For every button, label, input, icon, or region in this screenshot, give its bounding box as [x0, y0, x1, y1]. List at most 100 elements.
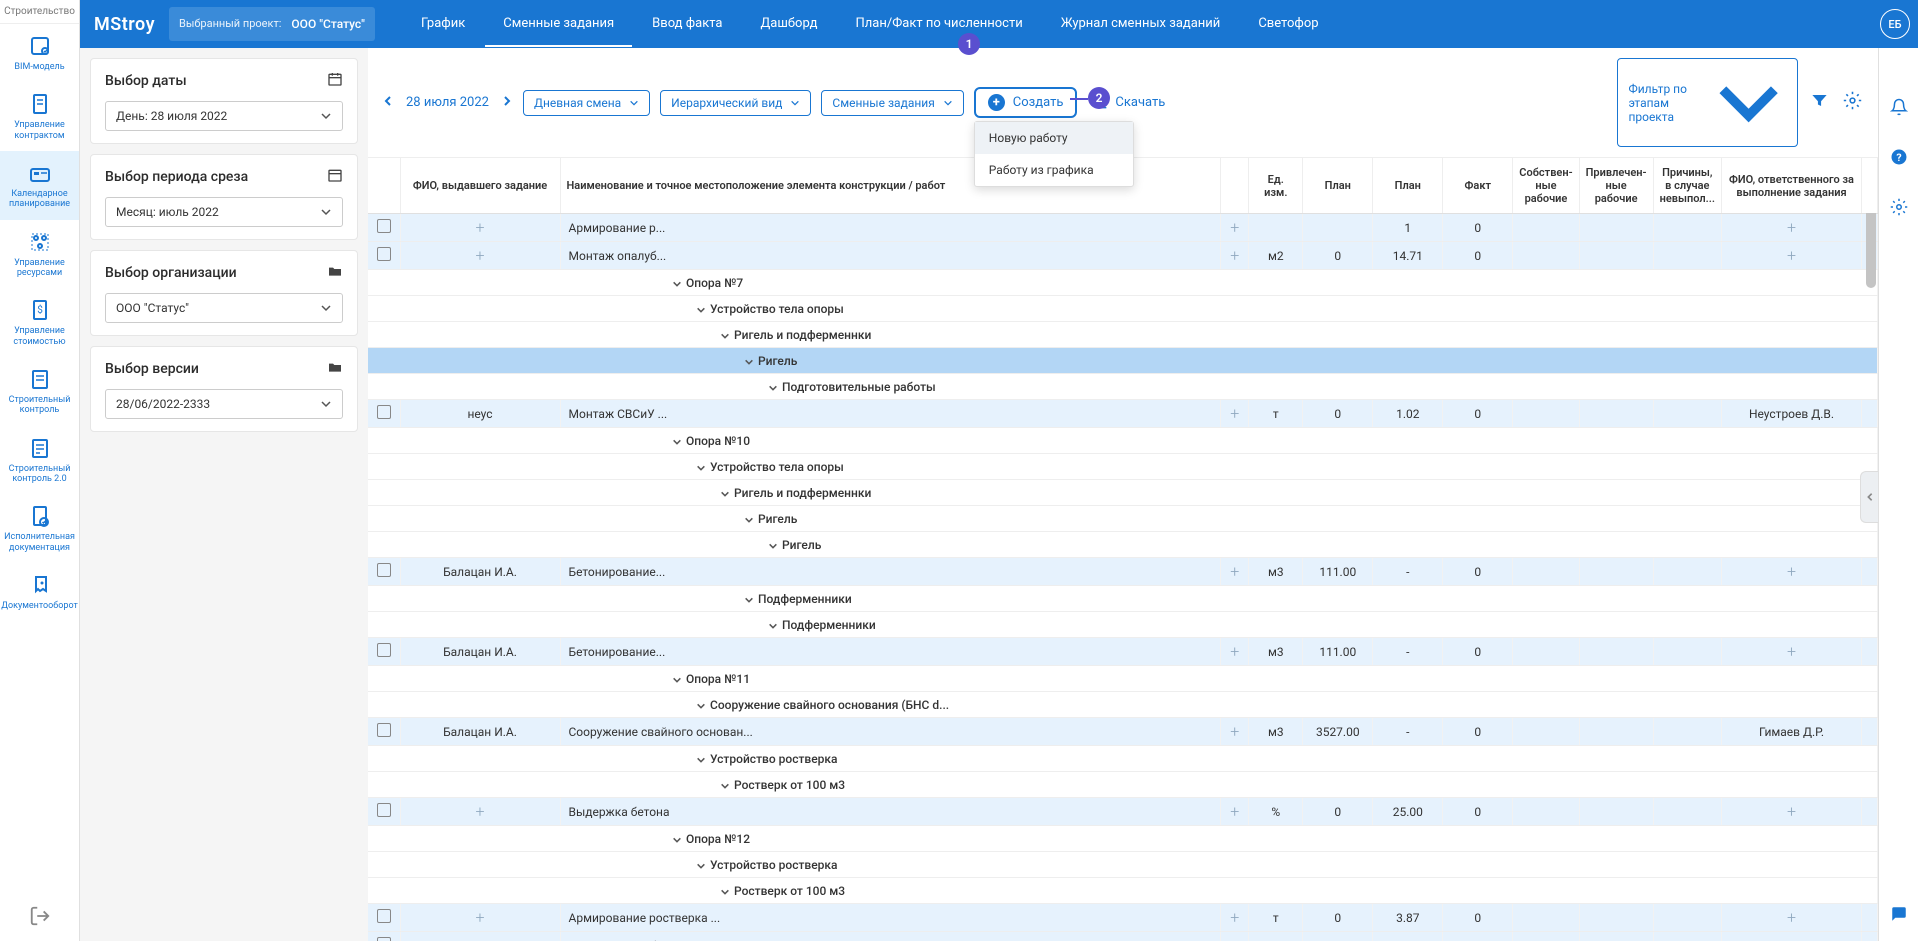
- task-row[interactable]: Балацан И.А. Сооружение свайного основан…: [368, 718, 1878, 746]
- sidebar-item-doc[interactable]: Управление контрактом: [0, 82, 79, 151]
- add-resp-icon[interactable]: +: [1787, 246, 1796, 265]
- add-icon[interactable]: +: [1230, 936, 1239, 941]
- add-icon[interactable]: +: [1230, 642, 1239, 661]
- settings-icon[interactable]: [1841, 89, 1864, 116]
- row-checkbox[interactable]: [377, 643, 391, 657]
- task-row[interactable]: + Монтаж опалубки с раскр... + м2 0 31.2…: [368, 932, 1878, 941]
- group-row[interactable]: Устройство ростверка: [368, 852, 1878, 878]
- task-row[interactable]: + Армирование ростверка ... + т 0 3.87 0…: [368, 904, 1878, 932]
- task-row[interactable]: + Монтаж опалуб... + м2 0 14.71 0 +: [368, 242, 1878, 270]
- vertical-scrollbar[interactable]: [1864, 208, 1878, 468]
- filter-org-select[interactable]: ООО "Статус": [105, 293, 343, 323]
- user-avatar[interactable]: ЕБ: [1880, 9, 1910, 39]
- group-row[interactable]: Опора №7: [368, 270, 1878, 296]
- row-checkbox[interactable]: [377, 803, 391, 817]
- task-row[interactable]: + Выдержка бетона + % 0 25.00 0 +: [368, 798, 1878, 826]
- add-resp-icon[interactable]: +: [1787, 936, 1796, 941]
- topnav-item[interactable]: Светофор: [1240, 2, 1336, 47]
- date-prev-button[interactable]: [382, 95, 394, 111]
- task-row[interactable]: неус Монтаж СВСиУ ... + т 0 1.02 0 Неуст…: [368, 400, 1878, 428]
- row-checkbox[interactable]: [377, 723, 391, 737]
- add-resp-icon[interactable]: +: [1787, 802, 1796, 821]
- group-row[interactable]: Опора №11: [368, 666, 1878, 692]
- help-icon[interactable]: ?: [1890, 148, 1908, 170]
- add-icon[interactable]: +: [1230, 722, 1239, 741]
- add-fio-icon[interactable]: +: [475, 218, 484, 237]
- create-button[interactable]: + Создать: [974, 87, 1078, 118]
- sidebar-item-control[interactable]: Строительный контроль: [0, 357, 79, 426]
- filter-stages-dropdown[interactable]: Фильтр по этапам проекта: [1617, 58, 1798, 147]
- add-fio-icon[interactable]: +: [475, 246, 484, 265]
- shift-dropdown[interactable]: Дневная смена: [523, 90, 650, 116]
- sidebar-item-cost[interactable]: $Управление стоимостью: [0, 288, 79, 357]
- sidebar-item-control2[interactable]: Строительный контроль 2.0: [0, 426, 79, 495]
- add-resp-icon[interactable]: +: [1787, 562, 1796, 581]
- group-row[interactable]: Опора №10: [368, 428, 1878, 454]
- sidebar-item-exec[interactable]: Исполнительная документация: [0, 494, 79, 563]
- sidebar-item-bim[interactable]: BIM-модель: [0, 24, 79, 82]
- topnav-item[interactable]: Сменные задания: [485, 2, 632, 47]
- task-row[interactable]: + Армирование р... + 1 0 +: [368, 214, 1878, 242]
- row-checkbox[interactable]: [377, 563, 391, 577]
- sidebar-item-docflow[interactable]: Документооборот: [0, 563, 79, 621]
- create-from-schedule-item[interactable]: Работу из графика: [975, 154, 1133, 186]
- add-fio-icon[interactable]: +: [475, 802, 484, 821]
- row-checkbox[interactable]: [377, 219, 391, 233]
- add-icon[interactable]: +: [1230, 404, 1239, 423]
- settings-rail-icon[interactable]: [1890, 198, 1908, 220]
- group-row[interactable]: Ригель: [368, 506, 1878, 532]
- group-row[interactable]: Устройство тела опоры: [368, 296, 1878, 322]
- task-row[interactable]: Балацан И.А. Бетонирование... + м3 111.0…: [368, 558, 1878, 586]
- topnav-item[interactable]: Журнал сменных заданий: [1043, 2, 1239, 47]
- annotation-line-2: [1070, 98, 1088, 100]
- group-row[interactable]: Ригель и подферменнки: [368, 322, 1878, 348]
- filter-icon[interactable]: [1808, 89, 1831, 116]
- group-row[interactable]: Ригель: [368, 348, 1878, 374]
- group-row[interactable]: Подферменники: [368, 612, 1878, 638]
- group-row[interactable]: Устройство ростверка: [368, 746, 1878, 772]
- cell-reasons: [1653, 242, 1721, 270]
- topnav-item[interactable]: План/Факт по численности: [838, 2, 1041, 47]
- group-row[interactable]: Ростверк от 100 м3: [368, 878, 1878, 904]
- group-row[interactable]: Сооружение свайного основания (БНС d...: [368, 692, 1878, 718]
- view-dropdown[interactable]: Иерархический вид: [660, 90, 811, 116]
- chat-icon[interactable]: [1890, 905, 1908, 927]
- create-new-work-item[interactable]: Новую работу: [975, 122, 1133, 154]
- add-resp-icon[interactable]: +: [1787, 218, 1796, 237]
- row-checkbox[interactable]: [377, 405, 391, 419]
- row-checkbox[interactable]: [377, 247, 391, 261]
- sidebar-item-calendar[interactable]: Календарное планирование: [0, 151, 79, 220]
- row-checkbox[interactable]: [377, 909, 391, 923]
- group-row[interactable]: Подферменники: [368, 586, 1878, 612]
- group-row[interactable]: Ригель: [368, 532, 1878, 558]
- task-row[interactable]: Балацан И.А. Бетонирование... + м3 111.0…: [368, 638, 1878, 666]
- date-next-button[interactable]: [501, 95, 513, 111]
- add-icon[interactable]: +: [1230, 562, 1239, 581]
- topnav-item[interactable]: Ввод факта: [634, 2, 740, 47]
- group-row[interactable]: Ригель и подферменнки: [368, 480, 1878, 506]
- add-icon[interactable]: +: [1230, 802, 1239, 821]
- group-row[interactable]: Подготовительные работы: [368, 374, 1878, 400]
- add-fio-icon[interactable]: +: [475, 936, 484, 941]
- tasks-dropdown[interactable]: Сменные задания: [821, 90, 963, 116]
- add-icon[interactable]: +: [1230, 218, 1239, 237]
- group-row[interactable]: Опора №12: [368, 826, 1878, 852]
- logout-button[interactable]: [0, 891, 79, 941]
- group-row[interactable]: Устройство тела опоры: [368, 454, 1878, 480]
- add-icon[interactable]: +: [1230, 246, 1239, 265]
- add-resp-icon[interactable]: +: [1787, 642, 1796, 661]
- topnav-item[interactable]: График: [403, 2, 483, 47]
- group-row[interactable]: Ростверк от 100 м3: [368, 772, 1878, 798]
- add-resp-icon[interactable]: +: [1787, 908, 1796, 927]
- right-panel-collapse[interactable]: [1860, 471, 1878, 523]
- filter-version-select[interactable]: 28/06/2022-2333: [105, 389, 343, 419]
- add-icon[interactable]: +: [1230, 908, 1239, 927]
- filter-date-select[interactable]: День: 28 июля 2022: [105, 101, 343, 131]
- sidebar-item-resources[interactable]: Управление ресурсами: [0, 220, 79, 289]
- filter-period-select[interactable]: Месяц: июль 2022: [105, 197, 343, 227]
- project-selector[interactable]: Выбранный проект: ООО "Статус": [169, 7, 375, 41]
- topnav-item[interactable]: Дашборд: [743, 2, 836, 47]
- notification-icon[interactable]: [1890, 98, 1908, 120]
- add-fio-icon[interactable]: +: [475, 908, 484, 927]
- row-checkbox[interactable]: [377, 937, 391, 941]
